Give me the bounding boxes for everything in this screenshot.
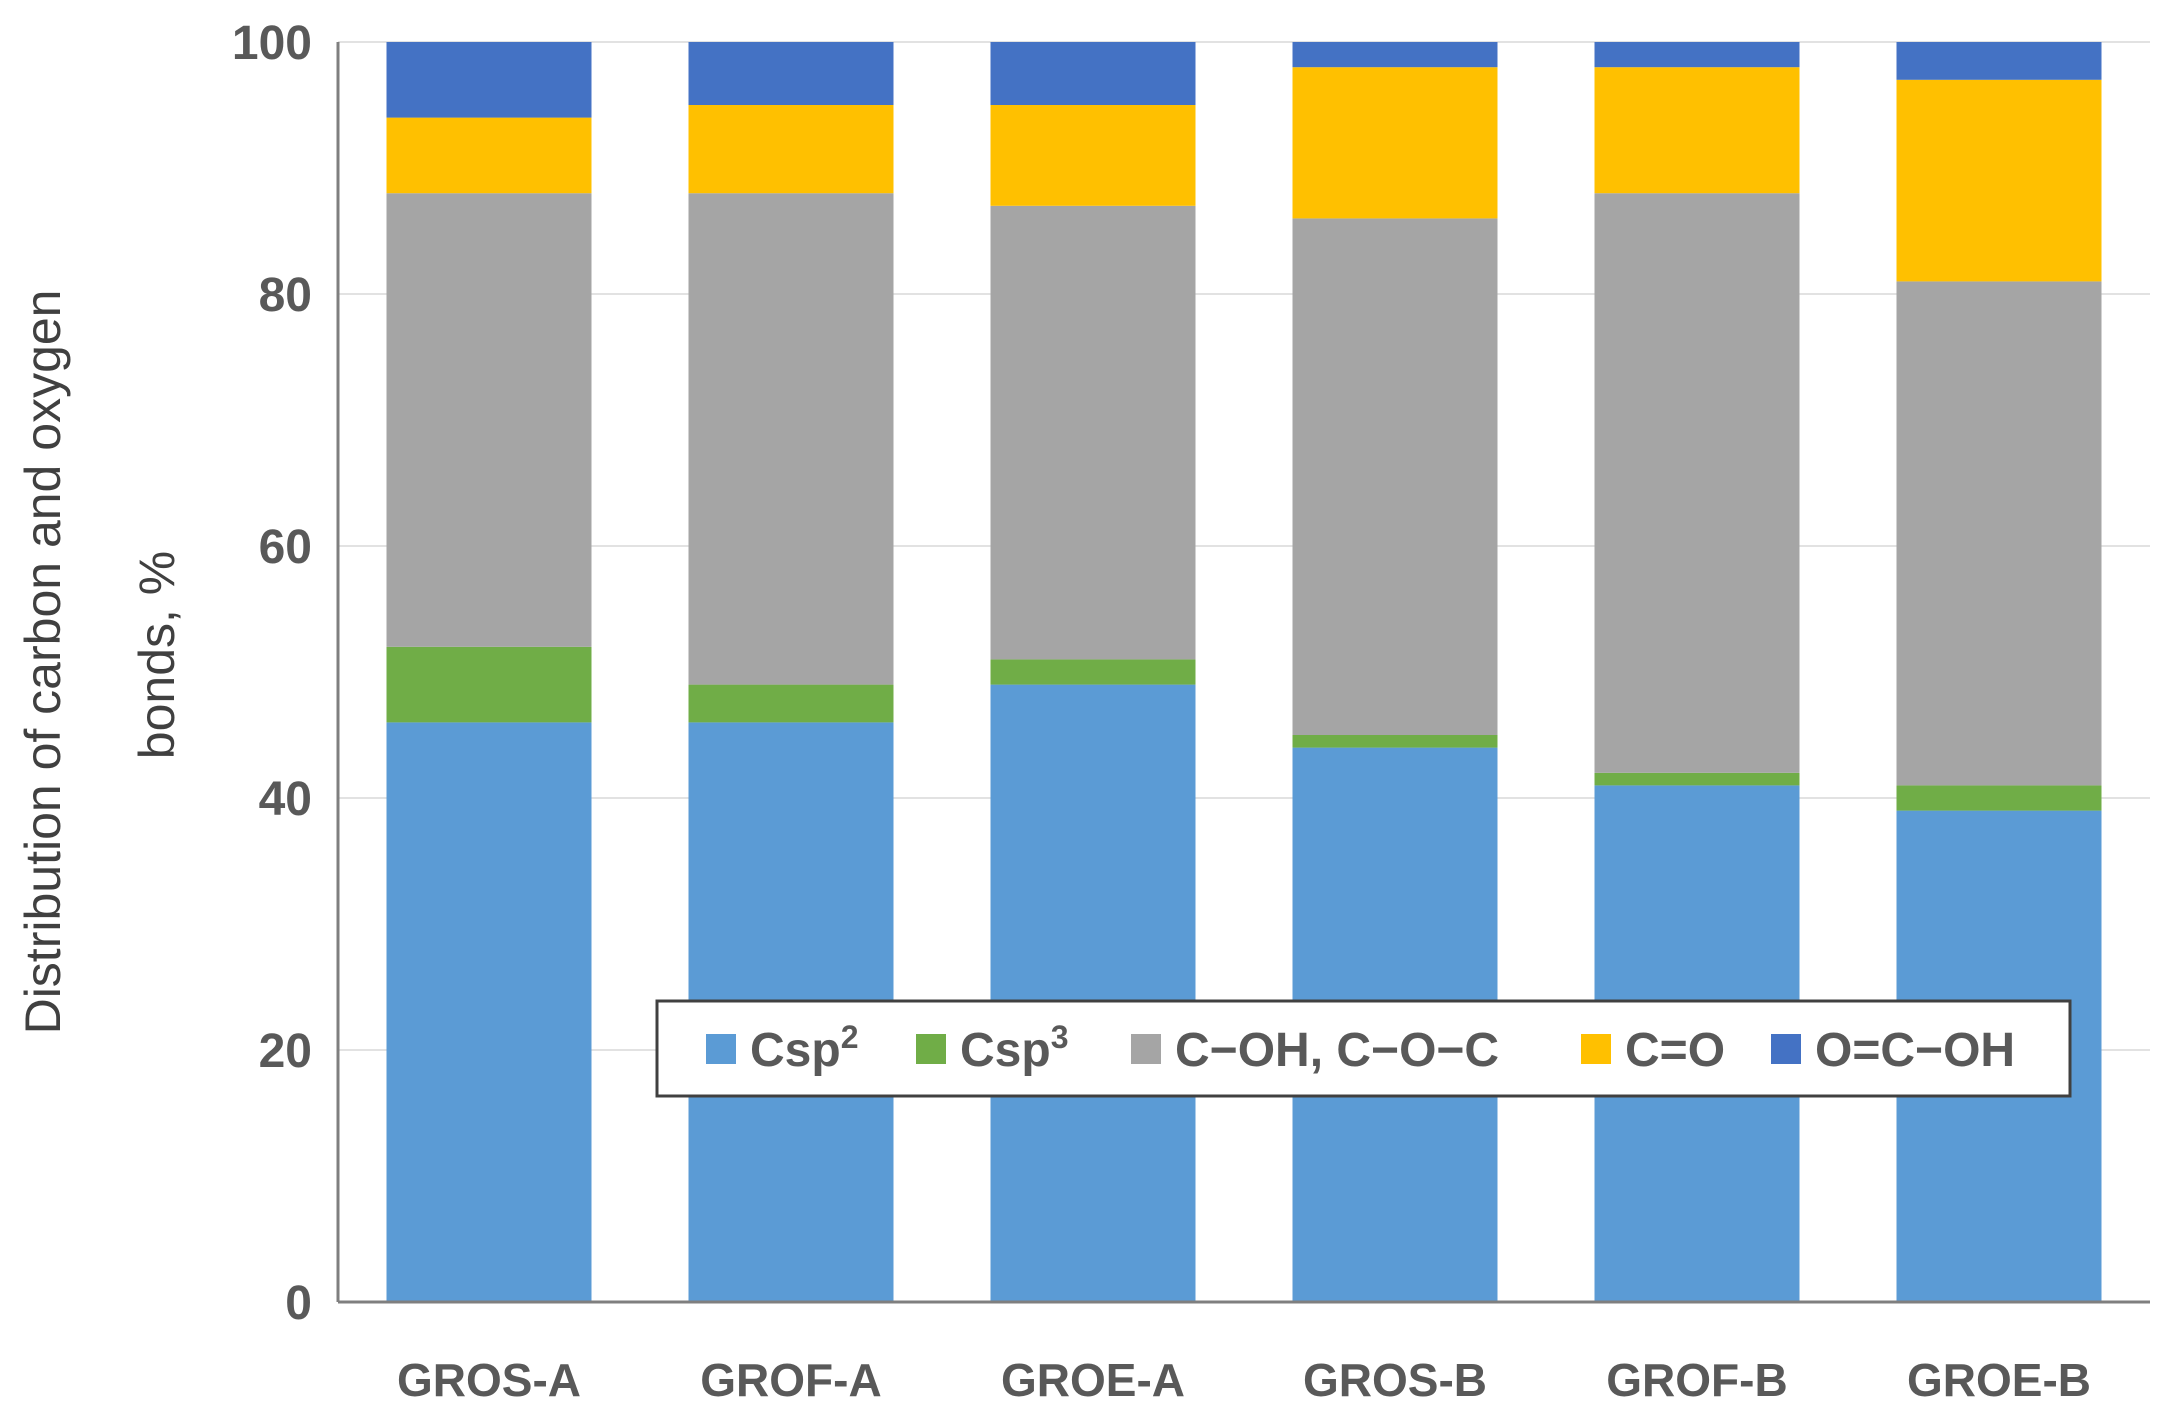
y-tick-label: 80 [259,269,312,322]
x-tick-label: GROS-B [1303,1354,1487,1406]
legend-box [655,999,2072,1098]
y-tick-label: 0 [285,1277,312,1330]
bar-segment-groe-a-4 [990,42,1196,105]
tick-labels: 0 20 40 60 80 100 GROS-A GROF-A GROE-A GROS-B GROF… [232,17,2091,1406]
y-axis-title-line-1: Distribution of carbon and oxygen [15,290,71,1035]
bar-segment-gros-a-2 [386,193,592,647]
axes [336,42,2150,1304]
legend-label-text: O=C−OH [1815,1024,2015,1077]
y-tick-label: 40 [259,773,312,826]
x-tick-label: GROS-A [397,1354,581,1406]
y-axis-title-line-2: bonds, % [129,551,185,759]
legend-swatch [1131,1034,1161,1064]
legend-label-text: C−OH, C−O−C [1175,1024,1499,1077]
gridlines [338,41,2150,1051]
bar-segment-groe-b-3 [1896,79,2102,282]
bar-segment-groe-b-4 [1896,42,2102,80]
bar-segment-groe-a-0 [990,684,1196,1302]
legend-label: Csp2 [750,1019,858,1077]
bar-segment-groe-a-1 [990,659,1196,685]
bar-segment-grof-b-3 [1594,67,1800,194]
bar-segment-groe-a-2 [990,205,1196,660]
bar-segment-grof-b-4 [1594,42,1800,68]
y-axis-title: Distribution of carbon and oxygen bonds,… [15,276,185,1035]
legend-label-superscript: 2 [841,1019,859,1055]
bar-segment-groe-b-2 [1896,281,2102,786]
bar-segment-gros-a-1 [386,646,592,723]
bar-segment-groe-a-3 [990,105,1196,206]
bar-segment-groe-b-1 [1896,785,2102,811]
legend-label-text: Csp [750,1024,841,1077]
legend-label-text: C=O [1625,1024,1725,1077]
legend-label: Csp3 [960,1019,1068,1077]
bar-segment-gros-a-4 [386,42,592,118]
legend-swatch [706,1034,736,1064]
legend-label-superscript: 3 [1051,1019,1069,1055]
legend-label: O=C−OH [1815,1024,2015,1077]
bars [386,42,2102,1302]
bar-segment-gros-b-3 [1292,67,1498,219]
bar-segment-grof-a-1 [688,684,894,723]
bar-segment-gros-b-2 [1292,218,1498,735]
bar-segment-grof-b-1 [1594,772,1800,786]
y-tick-label: 60 [259,521,312,574]
legend-label: C−OH, C−O−C [1175,1024,1499,1077]
bar-segment-grof-a-4 [688,42,894,105]
bar-segment-gros-b-1 [1292,735,1498,748]
x-tick-label: GROE-A [1001,1354,1185,1406]
x-tick-label: GROF-B [1606,1354,1787,1406]
x-tick-label: GROF-A [700,1354,881,1406]
bar-segment-grof-a-3 [688,105,894,194]
y-tick-label: 100 [232,17,312,70]
bar-segment-gros-a-0 [386,722,592,1302]
bar-segment-gros-a-3 [386,117,592,194]
legend-label-text: Csp [960,1024,1051,1077]
legend-swatch [1581,1034,1611,1064]
legend-swatch [916,1034,946,1064]
legend: Csp2 Csp3 C−OH, C−O−C C=O O=C−OH [655,999,2072,1098]
bar-segment-grof-a-2 [688,193,894,685]
legend-swatch [1771,1034,1801,1064]
bar-segment-gros-b-4 [1292,42,1498,68]
legend-label: C=O [1625,1024,1725,1077]
y-tick-label: 20 [259,1025,312,1078]
bar-segment-grof-b-2 [1594,193,1800,773]
x-tick-label: GROE-B [1907,1354,2091,1406]
